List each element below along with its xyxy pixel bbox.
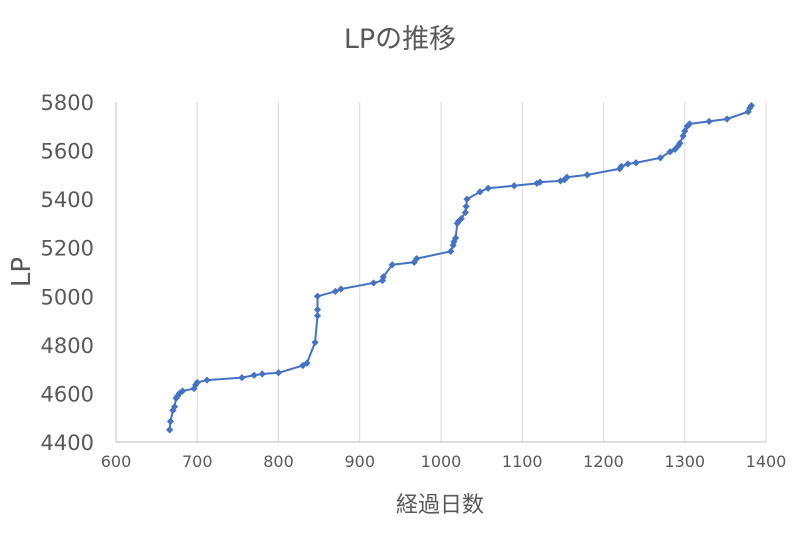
x-tick-label: 1100 <box>502 452 543 471</box>
data-point <box>313 292 322 300</box>
data-point <box>656 154 664 162</box>
data-point <box>666 148 674 156</box>
data-point <box>510 182 518 190</box>
axes <box>115 102 766 443</box>
x-axis-ticks: 600 700 800 900 1000 1100 1200 1300 1400 <box>101 452 787 471</box>
data-point <box>457 214 465 223</box>
data-point <box>258 370 266 378</box>
y-tick-label: 5600 <box>41 140 94 164</box>
data-point <box>379 273 387 281</box>
y-tick-label: 4800 <box>41 334 94 358</box>
data-point <box>484 184 492 192</box>
data-point <box>388 261 396 269</box>
data-point <box>174 392 182 400</box>
data-point <box>746 104 754 112</box>
x-tick-label: 800 <box>263 452 294 471</box>
data-point <box>461 208 469 217</box>
y-tick-label: 5200 <box>41 237 94 261</box>
x-tick-label: 900 <box>344 452 375 471</box>
data-point <box>686 120 694 128</box>
data-point <box>303 359 311 367</box>
y-tick-label: 5000 <box>41 285 94 309</box>
data-point <box>536 178 544 186</box>
data-point <box>463 195 471 203</box>
data-point <box>462 202 470 211</box>
data-point <box>452 234 460 242</box>
data-point <box>311 338 319 347</box>
data-point <box>413 255 421 263</box>
data-point <box>337 285 345 293</box>
data-point <box>747 102 755 110</box>
plot-series <box>166 102 755 434</box>
x-tick-label: 700 <box>182 452 213 471</box>
data-point <box>583 171 591 179</box>
y-tick-label: 4400 <box>41 431 94 455</box>
series-line <box>168 105 753 430</box>
chart-title: LPの推移 <box>344 24 456 55</box>
x-tick-label: 1000 <box>421 452 462 471</box>
data-point <box>170 403 179 411</box>
data-point <box>166 417 175 425</box>
data-point <box>190 384 198 393</box>
y-tick-label: 5400 <box>41 188 94 212</box>
y-axis-ticks: 4400 4600 4800 5000 5200 5400 5600 5800 <box>41 91 94 455</box>
x-tick-label: 1400 <box>746 452 787 471</box>
data-point <box>238 374 246 382</box>
data-point <box>179 387 187 395</box>
data-point <box>369 279 378 287</box>
data-point <box>250 371 258 379</box>
data-point <box>632 159 640 167</box>
data-point <box>676 139 684 147</box>
data-point <box>331 287 339 296</box>
data-point <box>723 115 731 123</box>
data-point <box>166 426 174 434</box>
data-point <box>447 247 455 255</box>
x-tick-label: 1200 <box>583 452 624 471</box>
data-point <box>313 312 322 320</box>
x-tick-label: 1300 <box>664 452 705 471</box>
x-axis-label: 経過日数 <box>396 493 484 518</box>
data-point <box>313 306 322 314</box>
data-point <box>274 369 283 377</box>
data-point <box>681 127 689 135</box>
data-point <box>705 117 713 126</box>
data-point <box>624 160 632 168</box>
data-point <box>476 188 484 196</box>
data-point <box>617 162 625 170</box>
data-point <box>193 378 201 387</box>
data-point <box>203 376 211 384</box>
y-axis-label: LP <box>7 257 37 287</box>
y-tick-label: 4600 <box>41 382 94 406</box>
x-tick-label: 600 <box>101 452 132 471</box>
y-tick-label: 5800 <box>41 91 94 115</box>
data-point <box>563 173 571 181</box>
gridlines <box>196 102 767 442</box>
